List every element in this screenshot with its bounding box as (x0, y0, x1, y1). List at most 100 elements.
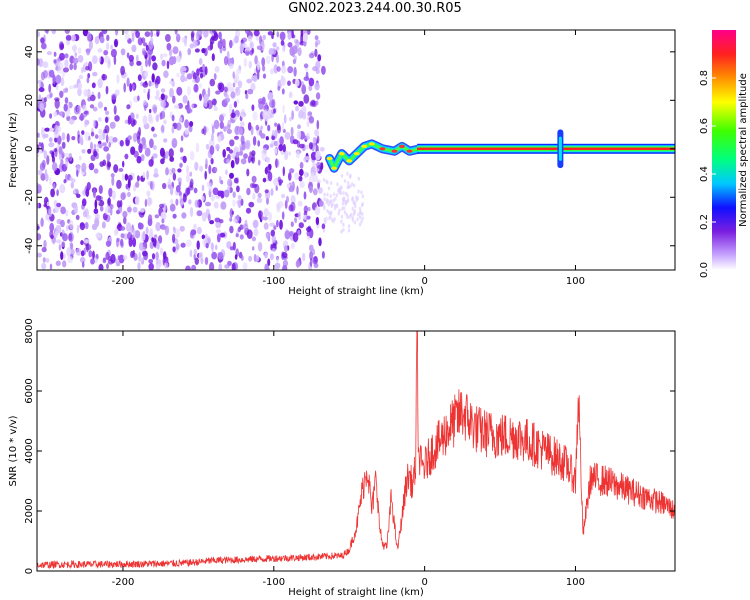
noise-speckle (93, 168, 99, 174)
noise-speckle (135, 113, 139, 119)
noise-speckle (308, 52, 315, 59)
signal-blob (406, 149, 413, 153)
noise-speckle (114, 39, 118, 48)
noise-speckle (69, 248, 75, 256)
noise-speckle (244, 30, 250, 35)
noise-speckle (193, 83, 199, 93)
noise-speckle (230, 91, 236, 99)
noise-speckle (64, 30, 70, 34)
noise-speckle (262, 73, 267, 79)
noise-speckle (224, 86, 228, 92)
noise-speckle (125, 222, 132, 232)
noise-speckle (162, 182, 167, 190)
noise-speckle (98, 134, 103, 141)
snr-y-axis-label: SNR (10 * v/v) (8, 415, 19, 486)
noise-speckle (38, 142, 42, 147)
noise-speckle (92, 55, 98, 64)
noise-speckle (180, 74, 186, 83)
noise-speckle (157, 262, 163, 268)
noise-speckle (318, 187, 323, 194)
noise-speckle (40, 173, 46, 181)
noise-speckle (204, 257, 209, 265)
noise-speckle (160, 93, 165, 100)
noise-speckle (122, 73, 127, 79)
noise-speckle (232, 199, 236, 207)
noise-speckle (314, 48, 318, 58)
noise-speckle (113, 164, 119, 173)
noise-speckle (340, 173, 344, 178)
noise-speckle (67, 256, 73, 264)
noise-speckle (312, 248, 316, 256)
noise-speckle (132, 132, 138, 143)
noise-speckle (98, 55, 102, 63)
noise-speckle (289, 230, 294, 237)
noise-speckle (86, 32, 92, 42)
y-tick-label: 2000 (24, 498, 35, 523)
signal-blob (379, 147, 386, 151)
noise-speckle (258, 100, 264, 110)
noise-speckle (69, 63, 74, 71)
noise-speckle (247, 88, 254, 95)
noise-speckle (287, 80, 291, 86)
noise-speckle (142, 81, 149, 88)
noise-speckle (213, 201, 219, 209)
noise-speckle (105, 240, 112, 247)
noise-speckle (303, 63, 309, 69)
noise-speckle (49, 263, 53, 270)
noise-speckle (156, 240, 160, 250)
noise-speckle (86, 49, 91, 56)
noise-speckle (209, 220, 215, 225)
noise-speckle (232, 218, 238, 223)
noise-speckle (299, 181, 305, 188)
noise-speckle (138, 251, 141, 262)
noise-speckle (339, 185, 342, 190)
noise-speckle (124, 119, 129, 125)
noise-speckle (228, 149, 234, 154)
noise-speckle (309, 250, 313, 261)
noise-speckle (314, 82, 320, 91)
noise-speckle (308, 116, 315, 124)
noise-speckle (101, 221, 106, 229)
noise-speckle (210, 242, 214, 250)
signal-blob (361, 144, 368, 148)
noise-speckle (110, 44, 113, 50)
noise-speckle (307, 206, 311, 212)
noise-speckle (68, 85, 74, 90)
noise-speckle (269, 253, 274, 261)
noise-speckle (235, 68, 242, 75)
noise-speckle (107, 207, 111, 214)
noise-speckle (273, 177, 279, 187)
noise-speckle (333, 217, 336, 222)
signal-blob (353, 152, 360, 156)
noise-speckle (256, 45, 263, 50)
noise-speckle (40, 37, 45, 44)
noise-speckle (116, 179, 122, 189)
noise-speckle (37, 252, 42, 258)
frequency-ridge (417, 129, 675, 169)
noise-speckle (346, 215, 349, 220)
noise-speckle (306, 120, 310, 128)
noise-speckle (246, 187, 251, 196)
noise-speckle (191, 264, 197, 270)
noise-speckle (215, 143, 220, 151)
noise-speckle (122, 30, 129, 34)
noise-speckle (148, 159, 154, 167)
noise-speckle (340, 219, 343, 224)
noise-speckle (268, 163, 272, 170)
noise-speckle (210, 194, 215, 202)
noise-speckle (312, 188, 318, 196)
noise-speckle (207, 45, 213, 51)
colorbar-label: Normalized spectral amplitude (738, 73, 749, 227)
noise-speckle (54, 97, 60, 102)
noise-speckle (111, 176, 115, 186)
noise-speckle (37, 152, 40, 158)
noise-speckle (60, 206, 66, 215)
noise-speckle (356, 217, 359, 222)
noise-speckle (234, 135, 239, 140)
noise-speckle (276, 66, 281, 72)
noise-speckle (251, 175, 257, 183)
noise-speckle (146, 196, 152, 207)
noise-speckle (155, 114, 160, 122)
noise-speckle (88, 250, 93, 258)
noise-speckle (292, 232, 299, 243)
